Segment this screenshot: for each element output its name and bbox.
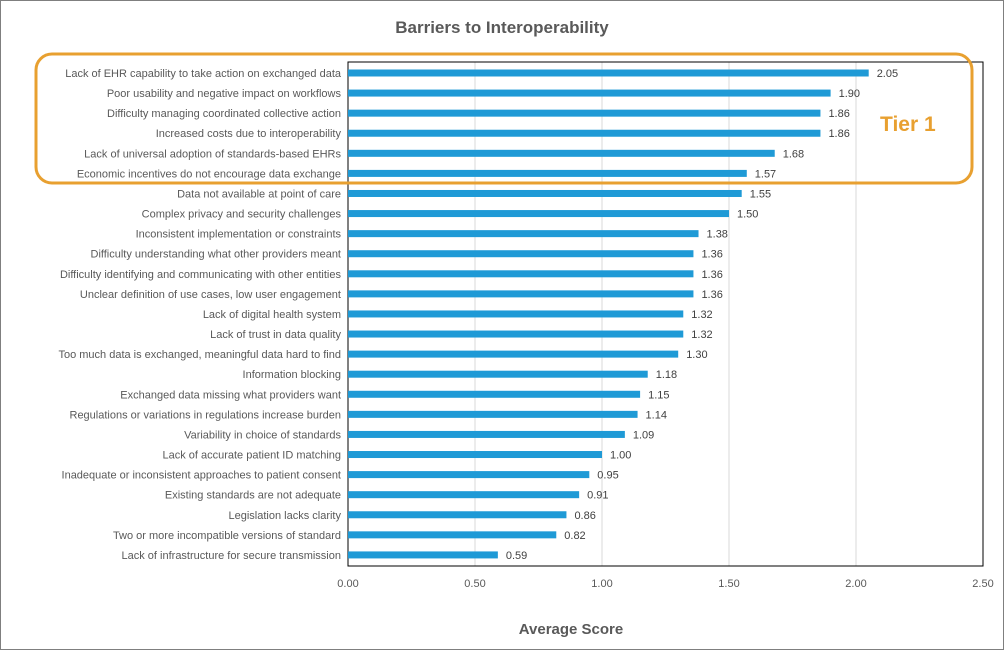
category-label: Lack of accurate patient ID matching	[162, 450, 341, 462]
bar	[348, 511, 567, 519]
bar	[348, 410, 638, 418]
value-label: 1.30	[686, 349, 707, 361]
bar	[348, 89, 831, 97]
value-label: 1.00	[610, 450, 631, 462]
category-label: Information blocking	[243, 369, 341, 381]
bar	[348, 149, 775, 157]
bar	[348, 310, 684, 318]
value-label: 0.59	[506, 550, 527, 562]
bar	[348, 230, 699, 238]
category-label: Two or more incompatible versions of sta…	[113, 530, 341, 542]
bar	[348, 430, 625, 438]
bar	[348, 531, 557, 539]
bar	[348, 270, 694, 278]
x-tick-label: 0.00	[337, 578, 358, 590]
category-label: Too much data is exchanged, meaningful d…	[58, 349, 341, 361]
value-label: 1.32	[691, 309, 712, 321]
value-label: 1.15	[648, 389, 669, 401]
value-label: 1.86	[828, 108, 849, 120]
value-label: 2.05	[877, 68, 898, 80]
tier-1-label: Tier 1	[880, 113, 936, 136]
bar	[348, 69, 869, 77]
category-label: Legislation lacks clarity	[229, 510, 342, 522]
bar	[348, 451, 602, 459]
category-label: Difficulty understanding what other prov…	[91, 249, 342, 261]
category-label: Inadequate or inconsistent approaches to…	[62, 470, 341, 482]
value-label: 1.36	[701, 249, 722, 261]
category-label: Lack of universal adoption of standards-…	[84, 148, 341, 160]
category-label: Unclear definition of use cases, low use…	[80, 289, 341, 301]
value-label: 1.55	[750, 188, 771, 200]
value-label: 1.14	[646, 409, 667, 421]
category-label: Lack of EHR capability to take action on…	[65, 68, 342, 80]
value-label: 0.82	[564, 530, 585, 542]
category-label: Economic incentives do not encourage dat…	[77, 168, 341, 180]
x-tick-label: 0.50	[464, 578, 485, 590]
category-label: Inconsistent implementation or constrain…	[136, 229, 342, 241]
category-label: Complex privacy and security challenges	[142, 209, 342, 221]
x-tick-label: 1.00	[591, 578, 612, 590]
bar	[348, 290, 694, 298]
value-label: 1.09	[633, 429, 654, 441]
x-tick-label: 1.50	[718, 578, 739, 590]
category-label: Lack of digital health system	[203, 309, 341, 321]
value-label: 1.32	[691, 329, 712, 341]
value-label: 1.38	[707, 229, 728, 241]
bar	[348, 169, 747, 177]
bar	[348, 491, 580, 499]
bar	[348, 129, 821, 137]
value-label: 0.91	[587, 490, 608, 502]
bar	[348, 189, 742, 197]
category-label: Difficulty managing coordinated collecti…	[107, 108, 341, 120]
value-label: 1.36	[701, 269, 722, 281]
x-tick-label: 2.50	[972, 578, 993, 590]
bar	[348, 551, 498, 559]
bar	[348, 250, 694, 258]
category-label: Increased costs due to interoperability	[156, 128, 342, 140]
bar	[348, 471, 590, 479]
value-label: 0.95	[597, 470, 618, 482]
value-label: 1.90	[839, 88, 860, 100]
category-label: Data not available at point of care	[177, 188, 341, 200]
category-label: Lack of infrastructure for secure transm…	[122, 550, 341, 562]
x-axis-label: Average Score	[519, 621, 624, 638]
category-label: Exchanged data missing what providers wa…	[120, 389, 341, 401]
x-tick-label: 2.00	[845, 578, 866, 590]
value-label: 1.86	[828, 128, 849, 140]
bar	[348, 210, 729, 218]
category-label: Existing standards are not adequate	[165, 490, 341, 502]
category-label: Variability in choice of standards	[184, 429, 341, 441]
value-label: 1.18	[656, 369, 677, 381]
bar	[348, 109, 821, 117]
category-label: Poor usability and negative impact on wo…	[107, 88, 342, 100]
value-label: 1.68	[783, 148, 804, 160]
value-label: 1.50	[737, 209, 758, 221]
value-label: 0.86	[574, 510, 595, 522]
chart-title: Barriers to Interoperability	[395, 18, 609, 37]
value-label: 1.57	[755, 168, 776, 180]
bar	[348, 330, 684, 338]
category-label: Difficulty identifying and communicating…	[60, 269, 342, 281]
bar	[348, 370, 648, 378]
tier-1-highlight-box	[34, 52, 974, 185]
category-label: Regulations or variations in regulations…	[70, 409, 342, 421]
bar	[348, 350, 679, 358]
category-label: Lack of trust in data quality	[210, 329, 341, 341]
bar	[348, 390, 641, 398]
value-label: 1.36	[701, 289, 722, 301]
